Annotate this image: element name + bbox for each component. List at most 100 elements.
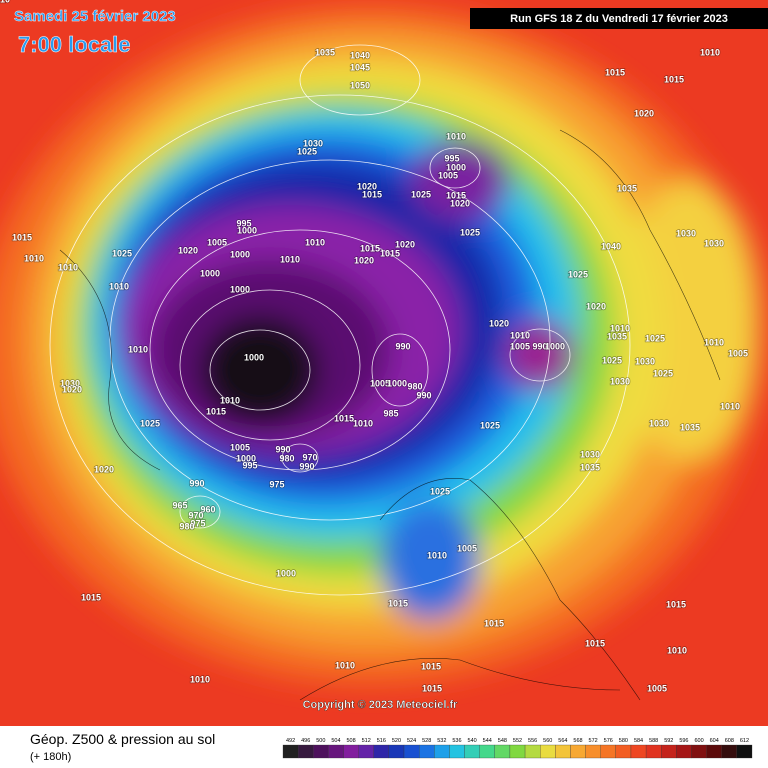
- z500-field: [0, 0, 768, 726]
- isobar-label: 1005: [370, 378, 390, 388]
- isobar-label: 980: [279, 453, 294, 463]
- run-info: Run GFS 18 Z du Vendredi 17 février 2023: [510, 13, 728, 25]
- colorbar-cell: [419, 744, 435, 759]
- isobar-label: 1005: [728, 348, 748, 358]
- time: 7:00 locale: [18, 32, 131, 57]
- colorbar-cell: [630, 744, 647, 759]
- colorbar-cell: [388, 744, 405, 759]
- isobar-label: 1030: [580, 449, 600, 459]
- isobar-label: 1000: [545, 341, 565, 351]
- isobar-label: 965: [172, 500, 187, 510]
- colorbar-label: 580: [619, 738, 628, 744]
- colorbar-label: 600: [694, 738, 703, 744]
- isobar-label: 1015: [334, 413, 354, 423]
- isobar-label: 990: [275, 444, 290, 454]
- colorbar-cell: [691, 744, 707, 759]
- isobar-label: 1015: [666, 599, 686, 609]
- colorbar-label: 508: [346, 738, 355, 744]
- isobar-label: 1005: [230, 442, 250, 452]
- colorbar-label: 568: [573, 738, 582, 744]
- isobar-label: 1010: [220, 395, 240, 405]
- isobar-label: 990: [299, 461, 314, 471]
- colorbar-cell: [585, 744, 601, 759]
- colorbar-label: 516: [377, 738, 386, 744]
- isobar-label: 1025: [460, 227, 480, 237]
- colorbar-label: 556: [528, 738, 537, 744]
- colorbar-cell: [358, 744, 374, 759]
- colorbar-cell: [736, 744, 753, 759]
- isobar-label: 1025: [430, 486, 450, 496]
- isobar-label: 980: [407, 381, 422, 391]
- isobar-label: 1015: [605, 67, 625, 77]
- isobar-label: 1030: [704, 238, 724, 248]
- isobar-labels: 1035 104010451050101010151015102010101030…: [0, 0, 749, 694]
- colorbar-cell: [706, 744, 722, 759]
- isobar-label: 1015: [206, 406, 226, 416]
- colorbar-cell: [661, 744, 677, 759]
- isobar-label: 1000: [230, 284, 250, 294]
- isobar-label: 1025: [480, 420, 500, 430]
- isobar-label: 1005: [510, 341, 530, 351]
- isobar-label: 1020: [395, 239, 415, 249]
- colorbar-label: 540: [468, 738, 477, 744]
- isobar-label: 1010: [353, 418, 373, 428]
- colorbar-label: 548: [498, 738, 507, 744]
- isobar-label: 975: [190, 518, 205, 528]
- isobar-label: 1020: [354, 255, 374, 265]
- isobar-label: 985: [383, 408, 398, 418]
- colorbar-label: 536: [452, 738, 461, 744]
- isobar-label: 1015: [422, 683, 442, 693]
- colorbar-cell: [600, 744, 616, 759]
- colorbar-cell: [645, 744, 662, 759]
- colorbar-cell: [721, 744, 738, 759]
- colorbar-cell: [464, 744, 480, 759]
- isobar-label: 1010: [0, 0, 10, 4]
- isobar-label: 1030: [635, 356, 655, 366]
- isobar-label: 1000: [276, 568, 296, 578]
- isobar-label: 1000: [236, 453, 256, 463]
- isobar-label: 1030: [303, 138, 323, 148]
- isobar-label: 1005: [457, 543, 477, 553]
- footer-lead: (+ 180h): [30, 751, 71, 763]
- isobar-label: 1040: [601, 241, 621, 251]
- colorbar-label: 512: [362, 738, 371, 744]
- colorbar-cell: [570, 744, 586, 759]
- colorbar-cell: [434, 744, 450, 759]
- isobar-label: 975: [269, 479, 284, 489]
- colorbar-cell: [328, 744, 344, 759]
- isobar-label: 1025: [297, 146, 317, 156]
- colorbar-label: 532: [437, 738, 446, 744]
- colorbar-label: 492: [286, 738, 295, 744]
- isobar-label: 1020: [586, 301, 606, 311]
- isobar-label: 1010: [720, 401, 740, 411]
- isobar-label: 1020: [450, 198, 470, 208]
- colorbar-cell: [479, 744, 495, 759]
- isobar-label: 1010: [510, 330, 530, 340]
- isobar-label: 1025: [645, 333, 665, 343]
- isobar-label: 1025: [140, 418, 160, 428]
- isobar-label: 1015: [388, 598, 408, 608]
- isobar-label: 1015: [12, 232, 32, 242]
- isobar-label: 1015: [446, 190, 466, 200]
- colorbar-cell: [313, 744, 329, 759]
- isobar-label: 1030: [676, 228, 696, 238]
- isobar-label: 1010: [667, 645, 687, 655]
- isobar-label: 1010: [305, 237, 325, 247]
- isobar-label: 1010: [128, 344, 148, 354]
- isobar-label: 1010: [335, 660, 355, 670]
- copyright: Copyright © 2023 Meteociel.fr: [303, 699, 459, 711]
- isobar-label: 1005: [647, 683, 667, 693]
- colorbar-cell: [343, 744, 359, 759]
- isobar-label: 1005: [207, 237, 227, 247]
- colorbar-label: 612: [740, 738, 749, 744]
- colorbar-label: 560: [543, 738, 552, 744]
- colorbar-label: 552: [513, 738, 522, 744]
- colorbar-label: 596: [679, 738, 688, 744]
- isobar-label: 1010: [446, 131, 466, 141]
- colorbar-cell: [540, 744, 556, 759]
- isobar-label: 1010: [190, 674, 210, 684]
- colorbar-cell: [449, 744, 465, 759]
- isobar-label: 1020: [62, 384, 82, 394]
- isobar-label: 1035: [617, 183, 637, 193]
